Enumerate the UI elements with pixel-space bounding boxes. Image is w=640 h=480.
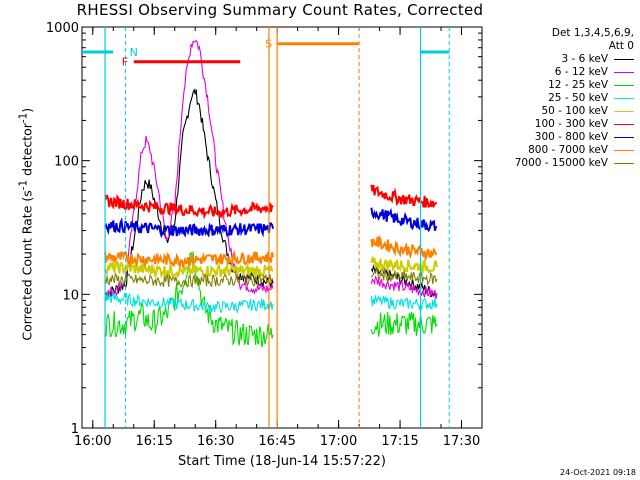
legend-swatch (614, 137, 634, 138)
legend-entry: 6 - 12 keV (515, 66, 634, 79)
series-line (370, 234, 437, 262)
series-line (370, 207, 438, 233)
series-line (104, 291, 274, 314)
legend-entry: 800 - 7000 keV (515, 144, 634, 157)
chart-title: RHESSI Observing Summary Count Rates, Co… (76, 1, 484, 19)
legend-swatch (614, 150, 634, 151)
legend-header-2: Att 0 (608, 40, 634, 52)
legend-label: 7000 - 15000 keV (514, 157, 608, 169)
y-axis-title-main: Corrected Count Rate (s (19, 190, 35, 341)
legend-swatch (614, 98, 634, 99)
legend-label: 800 - 7000 keV (528, 144, 608, 156)
series-line (104, 249, 275, 269)
legend-swatch (614, 111, 634, 112)
legend-label: 300 - 800 keV (534, 131, 608, 143)
series-line (104, 39, 274, 301)
x-axis-title: Start Time (18-Jun-14 15:57:22) (178, 454, 386, 469)
legend-swatch (614, 59, 634, 60)
y-axis-title-end: ) (19, 107, 35, 113)
y-tick-label: 1000 (46, 21, 79, 36)
y-axis-title: Corrected Count Rate (s-1 detector-1) (17, 108, 35, 341)
series-line (370, 255, 438, 275)
series-line (104, 193, 274, 220)
series-line (370, 184, 438, 209)
legend-header-1: Det 1,3,4,5,6,9, (551, 27, 634, 39)
flare-label: F (122, 56, 128, 69)
legend-label: 12 - 25 keV (548, 79, 608, 91)
legend: Det 1,3,4,5,6,9, Att 0 3 - 6 keV 6 - 12 k… (515, 27, 634, 170)
legend-label: 3 - 6 keV (561, 53, 608, 65)
saa-label: S (265, 38, 272, 51)
legend-swatch (614, 124, 634, 125)
series-line (104, 272, 274, 289)
legend-label: 25 - 50 keV (548, 92, 608, 104)
series-line (370, 294, 438, 311)
x-tick-label: 16:30 (197, 434, 234, 449)
y-tick-label: 1 (71, 422, 79, 437)
legend-entry: 7000 - 15000 keV (515, 157, 634, 170)
x-tick-label: 16:45 (258, 434, 295, 449)
night-label: N (130, 46, 138, 59)
timestamp: 24-Oct-2021 09:18 (560, 468, 636, 477)
legend-entry: 3 - 6 keV (515, 53, 634, 66)
legend-entry: 300 - 800 keV (515, 131, 634, 144)
legend-entry: 50 - 100 keV (515, 105, 634, 118)
x-tick-label: 17:30 (443, 434, 480, 449)
legend-entry: 25 - 50 keV (515, 92, 634, 105)
series-line (370, 275, 438, 300)
series-line (370, 268, 438, 286)
y-axis-title-mid: detector (19, 123, 35, 180)
legend-label: 50 - 100 keV (541, 105, 608, 117)
legend-label: 100 - 300 keV (534, 118, 608, 130)
legend-swatch (614, 72, 634, 73)
legend-label: 6 - 12 keV (554, 66, 608, 78)
legend-entry: 12 - 25 keV (515, 79, 634, 92)
plot-frame (81, 26, 483, 429)
legend-swatch (614, 85, 634, 86)
x-tick-label: 17:15 (381, 434, 418, 449)
y-axis-title-sup2: -1 (17, 112, 30, 124)
y-tick-label: 100 (54, 155, 79, 170)
series-line (104, 217, 275, 239)
series-line (370, 311, 438, 337)
x-tick-label: 17:00 (320, 434, 357, 449)
y-tick-label: 10 (62, 288, 79, 303)
y-axis-title-sup1: -1 (17, 179, 30, 191)
legend-entry: 100 - 300 keV (515, 118, 634, 131)
x-tick-label: 16:00 (74, 434, 111, 449)
legend-swatch (614, 163, 634, 164)
x-tick-label: 16:15 (136, 434, 173, 449)
